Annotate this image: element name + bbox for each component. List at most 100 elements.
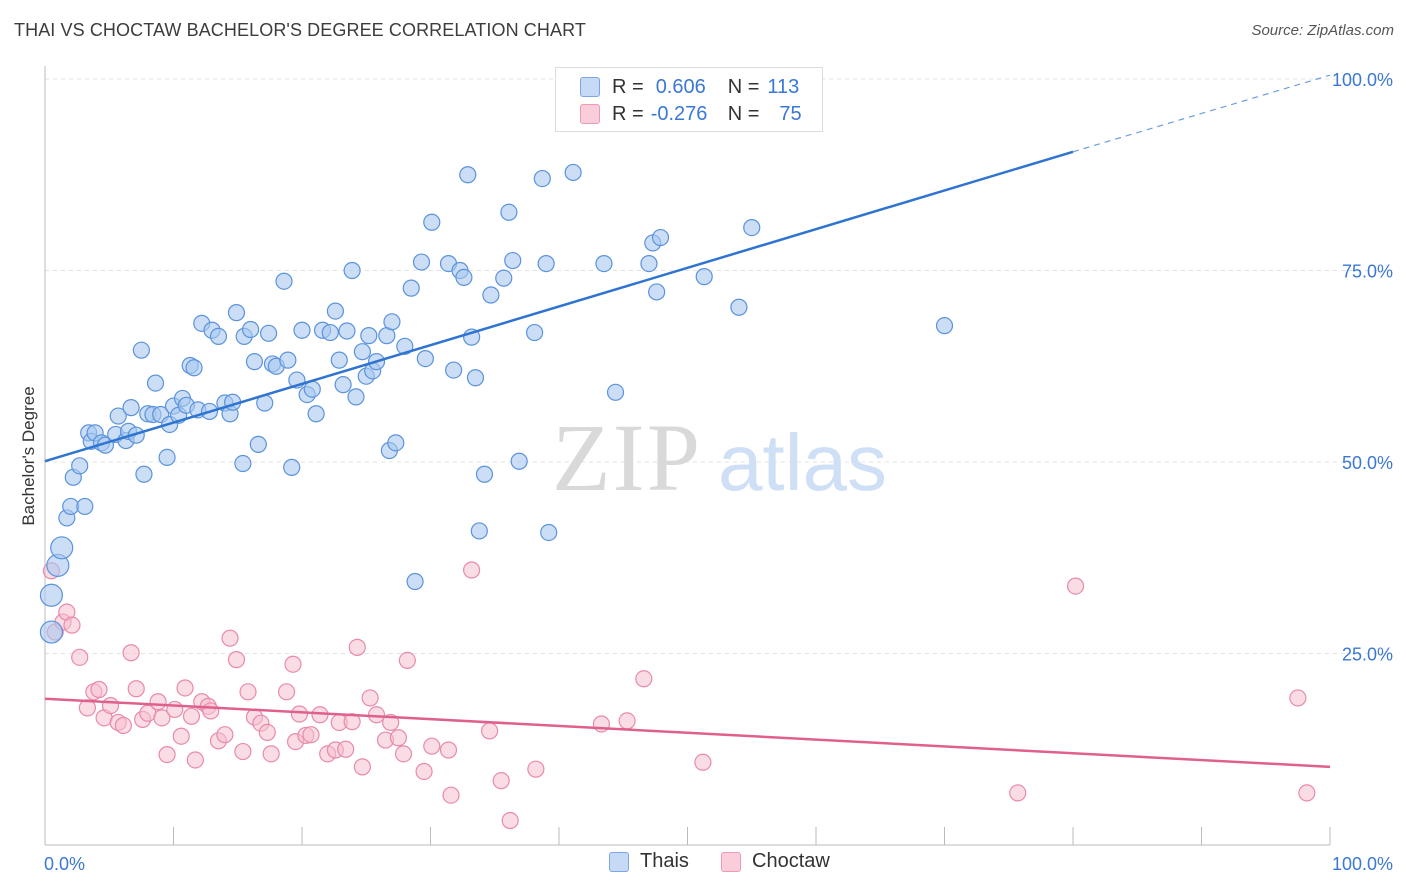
- choctaw-point: [439, 741, 458, 759]
- thais-point: [500, 203, 518, 221]
- choctaw-point: [166, 700, 184, 719]
- thais-point: [185, 359, 203, 377]
- choctaw-point: [122, 644, 140, 662]
- thais-point: [353, 343, 371, 361]
- thais-point: [343, 261, 361, 280]
- thais-point: [412, 253, 431, 271]
- thais-point: [259, 324, 278, 342]
- thais-point: [360, 327, 378, 345]
- legend-n-value: 75: [779, 102, 802, 125]
- x-tick-label: 0.0%: [44, 854, 85, 874]
- watermark-zip: ZIP: [552, 404, 702, 511]
- choctaw-point: [71, 648, 89, 666]
- thais-trend-line: [44, 150, 1074, 463]
- watermark-atlas: atlas: [718, 418, 887, 507]
- thais-point: [564, 163, 582, 182]
- choctaw-point: [302, 726, 320, 744]
- choctaw-point: [258, 723, 276, 741]
- choctaw-point: [398, 651, 416, 669]
- y-tick-label: 100.0%: [1332, 70, 1393, 90]
- thais-trend-extension: [1072, 74, 1331, 153]
- choctaw-swatch: [580, 104, 600, 124]
- legend-r-label: R =: [612, 102, 644, 125]
- axes: [44, 66, 1331, 846]
- choctaw-swatch: [721, 851, 741, 872]
- legend-label-thais: Thais: [640, 850, 689, 872]
- choctaw-point: [389, 729, 407, 747]
- choctaw-point: [1289, 689, 1307, 707]
- thais-point: [537, 255, 555, 273]
- thais-point: [383, 313, 401, 331]
- choctaw-point: [394, 745, 413, 763]
- choctaw-point: [227, 651, 246, 669]
- thais-point: [330, 351, 348, 369]
- thais-point: [445, 361, 463, 379]
- thais-point: [209, 327, 228, 345]
- thais-point: [283, 458, 301, 476]
- bottom-legend-choctaw: Choctaw: [721, 850, 830, 873]
- legend-n-label: N =: [727, 102, 760, 125]
- thais-swatch: [609, 851, 629, 872]
- thais-point: [39, 620, 64, 644]
- y-axis-title: Bachelor's Degree: [19, 386, 38, 525]
- choctaw-point: [635, 670, 653, 688]
- thais-point: [347, 388, 365, 406]
- thais-point: [510, 452, 528, 470]
- thais-point: [406, 572, 424, 591]
- legend-r-value: 0.606: [655, 75, 706, 98]
- choctaw-point: [221, 629, 239, 647]
- choctaw-point: [1298, 784, 1316, 802]
- legend-label-choctaw: Choctaw: [752, 850, 830, 872]
- choctaw-point: [101, 696, 120, 715]
- thais-point: [475, 465, 494, 483]
- thais-point: [387, 434, 405, 452]
- trend-lines: [44, 74, 1331, 769]
- choctaw-point: [216, 726, 234, 744]
- thais-point: [743, 219, 761, 237]
- thais-point: [648, 283, 666, 301]
- choctaw-point: [290, 705, 309, 723]
- y-tick-label: 25.0%: [1342, 645, 1393, 665]
- axis-labels: 25.0% 50.0% 75.0% 100.0% 0.0% 100.0%: [44, 70, 1393, 874]
- stats-legend: R = 0.606 N = 113 R = -0.276 N = 75: [555, 67, 823, 132]
- thais-point: [227, 304, 246, 322]
- thais-point: [651, 228, 670, 247]
- thais-point: [504, 251, 522, 270]
- legend-row-thais: R = 0.606 N = 113: [580, 75, 799, 99]
- thais-point: [249, 435, 267, 453]
- y-tick-label: 75.0%: [1342, 262, 1393, 282]
- choctaw-point: [1009, 784, 1027, 802]
- choctaw-trend-line: [44, 697, 1331, 769]
- thais-point: [326, 302, 345, 320]
- choctaw-point: [63, 616, 81, 634]
- thais-point: [540, 523, 558, 542]
- choctaw-point: [492, 772, 510, 790]
- choctaw-point: [182, 707, 201, 725]
- choctaw-point: [481, 722, 499, 740]
- choctaw-points: [42, 561, 1316, 830]
- choctaw-point: [114, 716, 132, 735]
- gridlines: [45, 78, 1392, 654]
- thais-point: [338, 322, 356, 340]
- thais-point: [606, 383, 625, 401]
- thais-point: [640, 255, 658, 273]
- thais-point: [234, 454, 252, 473]
- thais-point: [402, 279, 420, 297]
- thais-point: [334, 376, 352, 394]
- x-tick-label: 100.0%: [1332, 854, 1393, 874]
- thais-point: [109, 407, 127, 425]
- choctaw-point: [343, 713, 361, 731]
- thais-point: [459, 166, 477, 184]
- thais-point: [39, 583, 64, 607]
- thais-point: [135, 465, 153, 483]
- choctaw-point: [277, 683, 296, 701]
- thais-point: [482, 286, 500, 304]
- choctaw-point: [239, 683, 257, 701]
- chart-source: Source: ZipAtlas.com: [1251, 22, 1394, 39]
- watermark: ZIP atlas: [552, 404, 887, 511]
- choctaw-point: [284, 655, 302, 673]
- choctaw-point: [694, 753, 712, 771]
- choctaw-point: [415, 762, 433, 781]
- legend-n-value: 113: [767, 75, 800, 98]
- legend-row-choctaw: R = -0.276 N = 75: [580, 102, 802, 126]
